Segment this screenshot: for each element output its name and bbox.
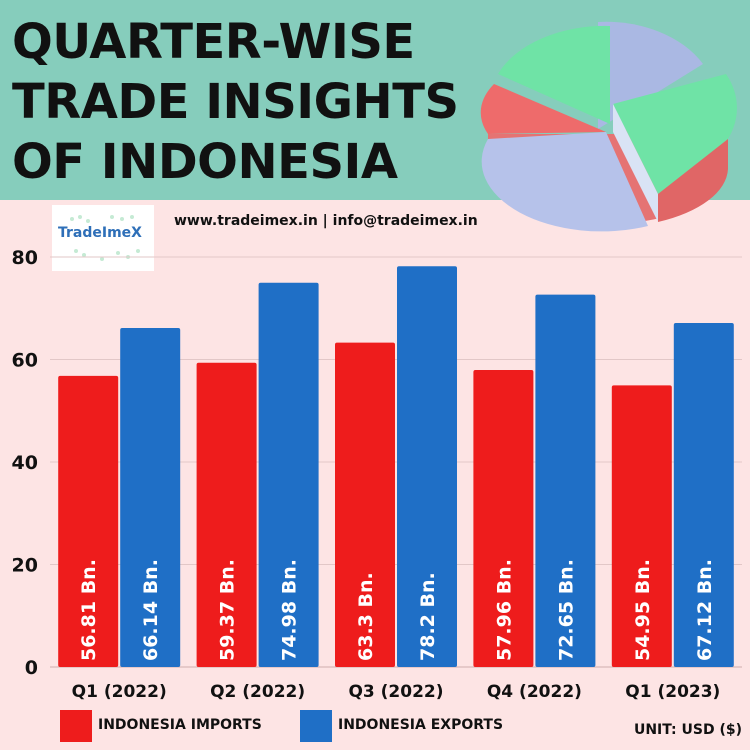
y-tick-label: 20 xyxy=(12,555,38,577)
header-banner: QUARTER-WISE TRADE INSIGHTS OF INDONESIA xyxy=(0,0,750,232)
pie-slice-red xyxy=(480,84,606,134)
bar-imports xyxy=(196,362,257,667)
x-tick-label: Q3 (2022) xyxy=(348,682,443,702)
bar-imports xyxy=(58,375,119,667)
y-tick-label: 80 xyxy=(12,247,38,269)
legend-swatch-exports xyxy=(300,710,332,742)
bar-imports xyxy=(335,342,395,667)
logo-text: TradeImeX xyxy=(58,225,142,241)
pie-slice-blue xyxy=(481,132,648,232)
data-label: 66.14 Bn. xyxy=(140,559,162,661)
legend-swatch-imports xyxy=(60,710,92,742)
legend: INDONESIA IMPORTS INDONESIA EXPORTS xyxy=(60,710,750,742)
data-label: 63.3 Bn. xyxy=(355,572,377,661)
data-label: 56.81 Bn. xyxy=(78,559,100,661)
contact-info: www.tradeimex.in | info@tradeimex.in xyxy=(174,213,478,229)
legend-label-imports: INDONESIA IMPORTS xyxy=(98,717,262,733)
pie-edge xyxy=(613,104,658,222)
legend-label-exports: INDONESIA EXPORTS xyxy=(338,717,504,733)
pie-slice-green xyxy=(613,74,737,194)
bar-imports xyxy=(611,385,672,667)
data-label: 74.98 Bn. xyxy=(279,559,301,661)
data-label: 59.37 Bn. xyxy=(217,559,239,661)
x-tick-label: Q4 (2022) xyxy=(487,682,582,702)
y-tick-label: 40 xyxy=(12,452,38,474)
bar-exports xyxy=(120,328,181,667)
bar-chart: 0 20 40 60 80 56.81 Bn. 66.14 Bn. 59.37 Bn. 74.… xyxy=(12,247,742,702)
data-label: 67.12 Bn. xyxy=(694,559,716,661)
bar-exports xyxy=(258,282,319,667)
bar-exports xyxy=(673,323,734,667)
unit-label: UNIT: USD ($) xyxy=(633,722,742,738)
bar-exports xyxy=(397,266,457,667)
x-tick-label: Q1 (2023) xyxy=(625,682,720,702)
data-label: 72.65 Bn. xyxy=(555,559,577,661)
y-tick-label: 0 xyxy=(25,657,38,679)
title-line: OF INDONESIA xyxy=(12,134,398,190)
title-line: QUARTER-WISE xyxy=(12,14,415,70)
tradeimex-logo: TradeImeX xyxy=(52,205,154,271)
x-tick-label: Q2 (2022) xyxy=(210,682,305,702)
page-title: QUARTER-WISE TRADE INSIGHTS OF INDONESIA xyxy=(12,12,459,192)
data-label: 57.96 Bn. xyxy=(493,559,515,661)
bar-imports xyxy=(473,369,534,667)
y-tick-label: 60 xyxy=(12,350,38,372)
x-tick-label: Q1 (2022) xyxy=(72,682,167,702)
data-label: 78.2 Bn. xyxy=(417,572,439,661)
decorative-pie-icon xyxy=(480,21,737,232)
bar-exports xyxy=(535,294,596,667)
pie-slice-green xyxy=(498,25,610,124)
title-line: TRADE INSIGHTS xyxy=(12,74,459,130)
world-map-icon xyxy=(70,215,140,261)
data-label: 54.95 Bn. xyxy=(632,559,654,661)
